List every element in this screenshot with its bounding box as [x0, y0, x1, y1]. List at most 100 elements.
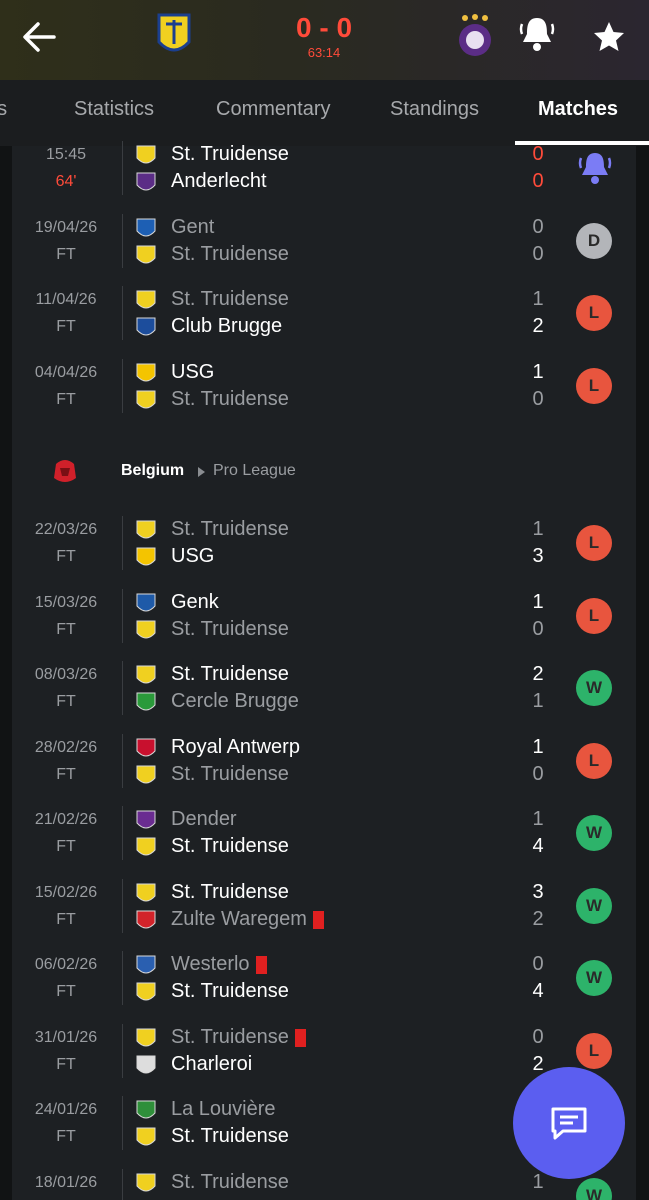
match-status: 64'	[55, 173, 77, 190]
team-name: St. Truidense	[171, 663, 289, 685]
team-logo	[136, 290, 156, 309]
match-date: 08/03/26	[34, 666, 98, 683]
team-name: USG	[171, 360, 215, 383]
match-date: 21/02/26	[34, 811, 98, 828]
team-name: Cercle Brugge	[171, 690, 299, 712]
match-status: FT	[56, 548, 76, 565]
match-date: 06/02/26	[34, 956, 98, 973]
divider	[122, 213, 123, 268]
team-score: 0	[532, 762, 544, 785]
red-card	[295, 1028, 306, 1047]
team-logo	[136, 910, 156, 928]
team-score: 0	[532, 617, 544, 640]
result-badge: L	[576, 742, 612, 779]
favorite-star[interactable]	[592, 20, 626, 54]
team-logo	[136, 363, 156, 381]
team-name: St. Truidense	[171, 880, 289, 903]
league-name[interactable]: Pro League	[213, 462, 296, 479]
match-list	[12, 146, 636, 1200]
team-logo	[136, 145, 156, 164]
team-name: Royal Antwerp	[171, 735, 300, 758]
team-name: St. Truidense	[171, 387, 289, 410]
divider	[122, 661, 123, 715]
tab[interactable]: ps	[0, 98, 8, 120]
team-score: 1	[532, 518, 544, 540]
team-score: 1	[532, 360, 544, 383]
match-date: 15:45	[45, 146, 87, 163]
chat-button[interactable]	[513, 1067, 625, 1179]
team-name: Club Brugge	[171, 315, 283, 337]
red-card	[256, 956, 267, 974]
team-score: 0	[532, 170, 544, 192]
tab[interactable]: Matches	[538, 98, 619, 120]
team-score: 0	[532, 953, 544, 975]
result-badge: L	[576, 367, 612, 404]
away-team-logo	[459, 14, 491, 56]
team-score: 1	[532, 288, 544, 310]
divider	[122, 1023, 123, 1078]
result-badge: W	[576, 887, 612, 924]
team-logo	[136, 738, 156, 756]
match-date: 11/04/26	[35, 291, 97, 308]
back-button[interactable]	[20, 20, 58, 54]
team-name: St. Truidense	[171, 288, 289, 310]
team-name: Westerlo	[171, 953, 250, 975]
divider	[122, 951, 123, 1005]
team-logo	[136, 955, 156, 974]
team-name: St. Truidense	[171, 762, 289, 785]
home-team-logo	[157, 13, 191, 52]
match-status: FT	[56, 245, 76, 263]
team-score: 0	[532, 387, 544, 410]
team-score: 1	[532, 808, 544, 830]
team-score: 3	[532, 880, 544, 903]
divider	[122, 1168, 123, 1200]
team-name: Dender	[171, 808, 237, 830]
team-logo	[136, 547, 156, 566]
team-name: Genk	[171, 590, 219, 613]
team-logo	[136, 317, 156, 336]
team-score: 3	[532, 545, 544, 567]
match-date: 18/01/26	[34, 1173, 98, 1191]
result-badge: L	[576, 525, 612, 561]
team-logo	[136, 620, 156, 638]
match-status: FT	[56, 693, 76, 710]
team-logo	[136, 1100, 156, 1119]
match-status: FT	[56, 318, 76, 335]
team-score: 2	[532, 1052, 544, 1075]
result-badge: W	[576, 670, 612, 706]
match-status: FT	[56, 1055, 76, 1073]
team-logo	[136, 982, 156, 1001]
team-logo	[136, 883, 156, 901]
team-logo	[136, 1055, 156, 1073]
result-badge: L	[576, 1032, 612, 1069]
team-logo	[136, 665, 156, 684]
match-clock: 63:14	[307, 45, 341, 60]
team-name: Anderlecht	[171, 170, 267, 192]
match-date: 15/03/26	[34, 593, 98, 611]
tab[interactable]: Statistics	[74, 98, 155, 120]
team-logo	[136, 810, 156, 829]
team-logo	[136, 1173, 156, 1191]
result-badge: W	[576, 960, 612, 996]
divider	[122, 878, 123, 933]
match-alert-bell	[578, 153, 612, 184]
team-name: St. Truidense	[171, 143, 289, 165]
result-badge: W	[576, 1177, 612, 1200]
team-name: St. Truidense	[171, 617, 289, 640]
team-logo	[136, 390, 156, 408]
result-badge: W	[576, 815, 612, 851]
team-logo	[136, 692, 156, 711]
team-score: 4	[532, 835, 544, 857]
notification-bell[interactable]	[518, 14, 556, 54]
divider	[122, 141, 123, 195]
team-logo	[136, 1127, 156, 1146]
team-name: St. Truidense	[171, 980, 289, 1002]
team-logo	[136, 1028, 156, 1046]
team-score: 0	[532, 215, 544, 238]
divider	[122, 358, 123, 413]
team-score: 1	[532, 590, 544, 613]
tab[interactable]: Commentary	[216, 98, 331, 120]
team-name: Charleroi	[171, 1052, 253, 1075]
tab[interactable]: Standings	[390, 98, 479, 120]
team-name: Gent	[171, 215, 215, 238]
